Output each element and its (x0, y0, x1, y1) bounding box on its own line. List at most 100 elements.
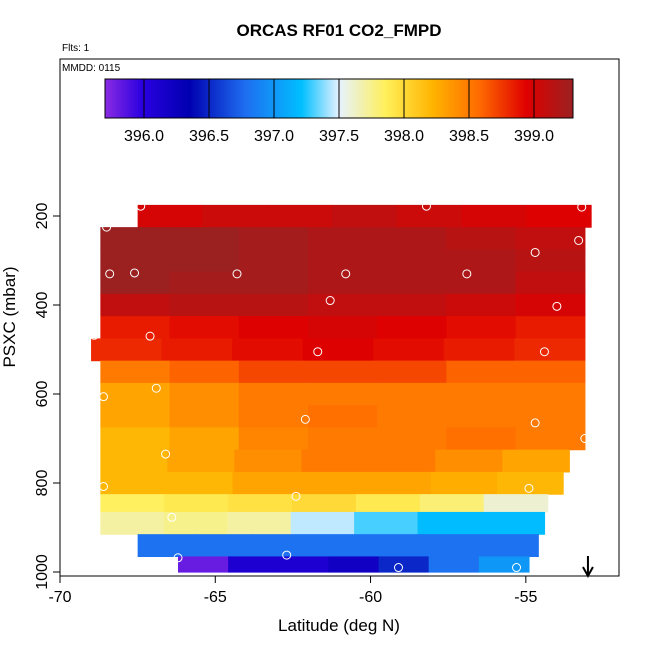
heatmap-cell-r7-c0 (100, 360, 171, 384)
heatmap-cell-r2-c4 (377, 249, 448, 273)
heatmap-cell-r15-c2 (252, 534, 310, 558)
heatmap-cell-r9-c5 (446, 405, 517, 428)
heatmap-cell-r14-c2 (227, 511, 292, 535)
heatmap-cell-r8-c3 (308, 382, 378, 406)
heatmap-cell-r2-c2 (238, 249, 309, 273)
heatmap-cell-r8-c2 (238, 382, 309, 406)
colorbar-tick-label-0: 396.0 (124, 128, 164, 145)
heatmap-cell-r0-c3 (331, 204, 398, 228)
heatmap-cell-r2-c5 (446, 249, 517, 273)
heatmap-cell-r10-c6 (515, 427, 586, 451)
chart-title: ORCAS RF01 CO2_FMPD (237, 21, 442, 40)
y-tick-label-4: 1000 (34, 554, 51, 590)
sample-point-1 (421, 201, 431, 211)
heatmap-cell-r3-c1 (169, 271, 240, 295)
heatmap-cell-r12-c3 (298, 471, 366, 495)
x-axis-label: Latitude (deg N) (278, 616, 400, 635)
heatmap-cell-r9-c3 (308, 405, 378, 428)
heatmap-cell-r10-c3 (308, 427, 378, 451)
heatmap-cell-r2-c6 (515, 249, 586, 273)
heatmap-cell-r10-c1 (169, 427, 240, 451)
sample-point-0 (136, 201, 146, 211)
heatmap-cell-r11-c0 (100, 449, 168, 473)
heatmap-cell-r5-c0 (100, 316, 171, 339)
heatmap-cell-r15-c5 (423, 534, 482, 558)
heatmap-cell-r3-c5 (446, 271, 517, 295)
heatmap-cell-r0-c5 (461, 204, 527, 228)
heatmap-cell-r14-c0 (100, 511, 165, 535)
heatmap-cell-r7-c6 (515, 360, 586, 384)
sample-point-8 (232, 269, 242, 279)
heatmap-cell-r0-c4 (396, 204, 463, 228)
heatmap-cell-r13-c5 (419, 494, 485, 513)
heatmap-cell-r11-c1 (167, 449, 235, 473)
y-tick-label-1: 400 (34, 292, 51, 319)
heatmap-cell-r3-c6 (515, 271, 586, 295)
heatmap-cell-r7-c5 (446, 360, 517, 384)
colorbar-tick-label-6: 399.0 (514, 128, 554, 145)
heatmap-cell-r15-c3 (309, 534, 368, 558)
heatmap-cell-r4-c2 (238, 293, 309, 317)
heatmap-cell-r12-c4 (364, 471, 432, 495)
colorbar-tick-label-5: 398.5 (449, 128, 489, 145)
heatmap-cell-r11-c6 (502, 449, 570, 473)
heatmap-cell-r0-c6 (526, 204, 592, 228)
heatmap-cell-r12-c6 (497, 471, 564, 495)
heatmap-cell-r7-c4 (377, 360, 448, 384)
sample-point-18 (98, 392, 108, 402)
x-tick-label-3: -55 (514, 589, 537, 606)
heatmap-cell-r6-c5 (443, 338, 515, 362)
heatmap-cell-r1-c3 (308, 227, 378, 250)
heatmap-cell-r15-c6 (481, 534, 539, 558)
heatmap-cell-r14-c1 (163, 511, 228, 535)
heatmap-cell-r12-c5 (430, 471, 498, 495)
sample-point-20 (530, 418, 540, 428)
heatmap-cell-r2-c0 (100, 249, 171, 273)
sample-point-11 (325, 296, 335, 306)
heatmap-cell-r6-c3 (302, 338, 374, 362)
heatmap-cell-r11-c3 (301, 449, 369, 473)
heatmap-cell-r13-c6 (483, 494, 549, 513)
heatmap-cell-r13-c4 (355, 494, 421, 513)
heatmap-cell-r14-c5 (417, 511, 482, 535)
plot-frame (59, 58, 620, 577)
heatmap-cell-r5-c2 (238, 316, 309, 339)
sample-point-19 (300, 414, 310, 424)
heatmap-cell-r0-c1 (202, 204, 268, 228)
sample-point-28 (282, 550, 292, 560)
heatmap-cell-r0-c2 (267, 204, 333, 228)
heatmap-cell-r13-c2 (228, 494, 293, 513)
heatmap-cell-r13-c1 (164, 494, 229, 513)
heatmap-cell-r16-c0 (178, 556, 229, 573)
heatmap-cell-r16-c1 (228, 556, 279, 573)
heatmap-cell-r14-c4 (354, 511, 419, 535)
sample-point-3 (102, 222, 112, 232)
flights-note: Flts: 1 (62, 43, 90, 54)
heatmap-cell-r12-c0 (100, 471, 168, 495)
sample-point-15 (313, 347, 323, 357)
heatmap-cell-r13-c3 (292, 494, 357, 513)
y-tick-label-3: 800 (34, 470, 51, 497)
heatmap-cell-r11-c4 (368, 449, 436, 473)
sample-point-17 (151, 383, 161, 393)
sample-point-14 (145, 331, 155, 341)
heatmap-cell-r16-c3 (328, 556, 380, 573)
sample-point-10 (462, 269, 472, 279)
sample-point-27 (173, 553, 183, 563)
heatmap-cell-r15-c1 (194, 534, 253, 558)
x-tick-label-1: -65 (204, 589, 227, 606)
heatmap-cell-r9-c0 (100, 405, 171, 428)
heatmap-cell-r7-c3 (308, 360, 378, 384)
heatmap-cell-r14-c6 (481, 511, 546, 535)
heatmap-cell-r5-c5 (446, 316, 517, 339)
heatmap-cell-r16-c6 (478, 556, 530, 573)
sample-point-29 (394, 563, 404, 573)
heatmap-cell-r4-c3 (308, 293, 378, 317)
heatmap-cell-r12-c1 (166, 471, 234, 495)
heatmap-cell-r3-c0 (100, 271, 171, 295)
heatmap-cell-r12-c2 (232, 471, 300, 495)
heatmap-cell-r16-c5 (428, 556, 480, 573)
colorbar-tick-label-2: 397.0 (254, 128, 294, 145)
heatmap-cell-r8-c6 (515, 382, 586, 406)
